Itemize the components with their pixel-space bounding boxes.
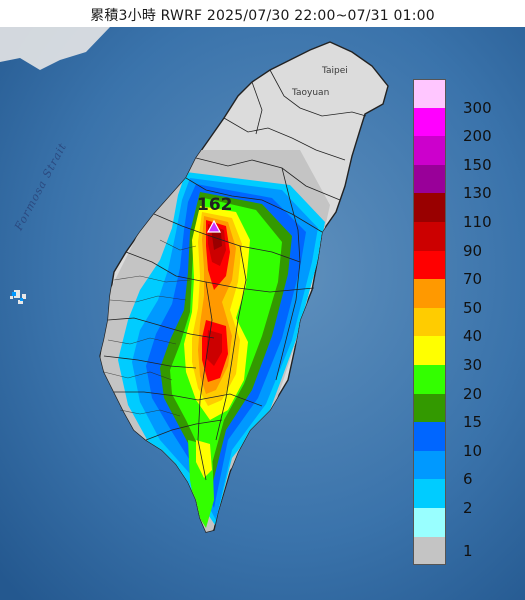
max-rain-marker: [206, 219, 222, 233]
legend-swatch: [413, 507, 446, 537]
legend-row: 70: [413, 250, 513, 287]
mainland-coast: [0, 27, 110, 70]
legend-row: 6: [413, 450, 513, 487]
legend-label: 40: [463, 327, 483, 346]
rainfall-legend: 300 200 150 130 110 90 70 50 40 30 20 15 10 6 2 1: [413, 79, 513, 566]
legend-label: 90: [463, 241, 483, 260]
legend-row: 110: [413, 193, 513, 230]
legend-swatch: [413, 364, 446, 394]
legend-swatch: [413, 193, 446, 222]
legend-label: 10: [463, 441, 483, 460]
legend-row: 150: [413, 136, 513, 173]
legend-row: 15: [413, 393, 513, 430]
legend-row: 300: [413, 79, 513, 116]
legend-swatch: [413, 250, 446, 280]
legend-swatch: [413, 336, 446, 365]
header-band: [0, 0, 525, 27]
legend-swatch: [413, 422, 446, 451]
legend-label: 30: [463, 355, 483, 374]
legend-row: 50: [413, 279, 513, 316]
legend-row: [413, 536, 513, 566]
legend-label: 130: [463, 184, 492, 203]
legend-label: 1: [463, 541, 473, 560]
legend-row: 130: [413, 164, 513, 201]
legend-row: 40: [413, 307, 513, 344]
legend-swatch: [413, 136, 446, 165]
legend-swatch: [413, 307, 446, 337]
legend-row: 1: [413, 507, 513, 559]
legend-label: 200: [463, 127, 492, 146]
place-label-taoyuan: Taoyuan: [292, 88, 330, 98]
legend-swatch: [413, 221, 446, 251]
rainfall-shading: [100, 150, 330, 532]
legend-row: 10: [413, 422, 513, 459]
legend-label: 150: [463, 155, 492, 174]
legend-label: 2: [463, 498, 473, 517]
legend-label: 110: [463, 212, 492, 231]
penghu-rain: [12, 292, 23, 301]
legend-row: 200: [413, 107, 513, 144]
legend-swatch: [413, 393, 446, 423]
legend-label: 15: [463, 413, 483, 432]
map-title: 累積3小時 RWRF 2025/07/30 22:00~07/31 01:00: [90, 8, 435, 24]
place-label-taipei: Taipei: [322, 66, 348, 76]
legend-row: 2: [413, 479, 513, 516]
legend-swatch: [413, 279, 446, 308]
legend-row: 90: [413, 221, 513, 259]
legend-swatch: [413, 536, 446, 566]
legend-label: 20: [463, 384, 483, 403]
legend-label: 50: [463, 298, 483, 317]
penghu-islands: [10, 290, 26, 304]
legend-swatch: [413, 450, 446, 480]
legend-label: 6: [463, 470, 473, 489]
legend-row: 20: [413, 364, 513, 402]
legend-swatch: [413, 79, 446, 108]
legend-label: 300: [463, 98, 492, 117]
county-boundaries: [103, 69, 367, 481]
rivers: [103, 239, 197, 417]
legend-row: 30: [413, 336, 513, 373]
legend-swatch: [413, 479, 446, 508]
max-rain-value: 162: [197, 195, 233, 215]
legend-swatch: [413, 164, 446, 194]
legend-label: 70: [463, 270, 483, 289]
legend-swatch: [413, 107, 446, 137]
